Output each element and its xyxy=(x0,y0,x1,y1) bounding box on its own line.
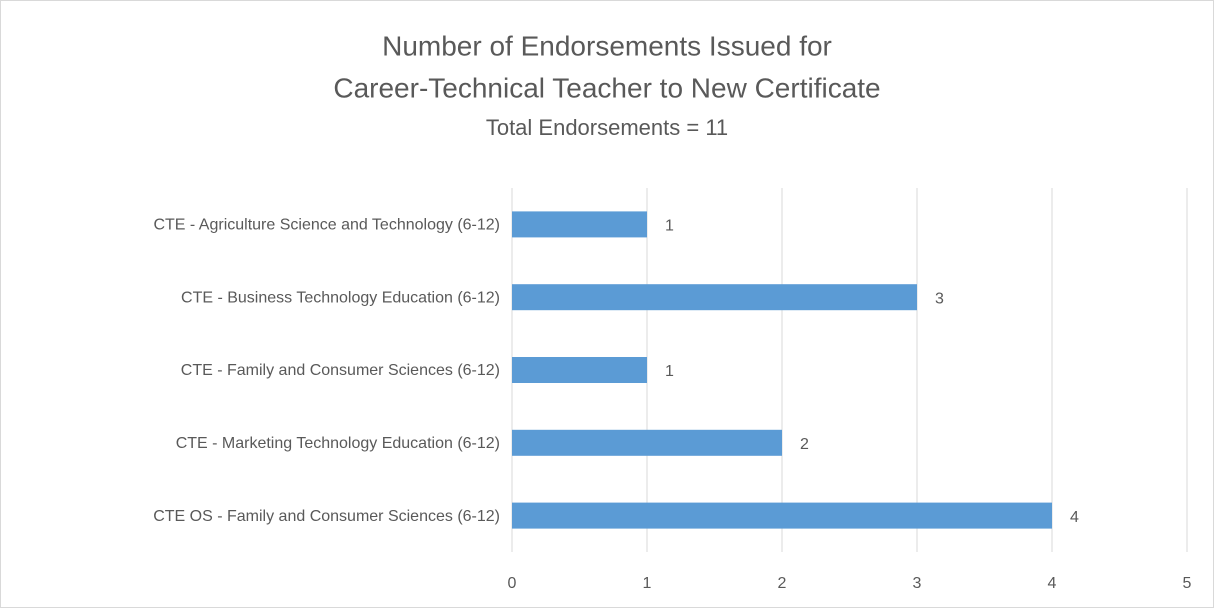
bar xyxy=(512,211,647,238)
chart-subtitle: Total Endorsements = 11 xyxy=(486,115,728,140)
chart-title: Career-Technical Teacher to New Certific… xyxy=(333,72,880,103)
bar xyxy=(512,429,782,456)
x-tick-label: 0 xyxy=(508,575,517,592)
y-tick-label: CTE - Marketing Technology Education (6-… xyxy=(176,435,500,452)
x-tick-label: 2 xyxy=(778,575,787,592)
bar xyxy=(512,502,1052,529)
data-label: 1 xyxy=(665,363,674,380)
x-tick-label: 1 xyxy=(643,575,652,592)
x-tick-label: 3 xyxy=(913,575,922,592)
y-tick-label: CTE - Business Technology Education (6-1… xyxy=(181,289,500,306)
data-label: 4 xyxy=(1070,509,1079,526)
bar xyxy=(512,357,647,383)
y-tick-label: CTE - Agriculture Science and Technology… xyxy=(153,217,500,234)
data-label: 2 xyxy=(800,436,809,453)
y-tick-label: CTE OS - Family and Consumer Sciences (6… xyxy=(153,508,500,525)
bar xyxy=(512,284,917,311)
data-label: 1 xyxy=(665,218,674,235)
data-label: 3 xyxy=(935,290,944,307)
x-tick-label: 5 xyxy=(1183,575,1192,592)
chart-title: Number of Endorsements Issued for xyxy=(382,30,832,61)
x-tick-label: 4 xyxy=(1048,575,1057,592)
y-tick-label: CTE - Family and Consumer Sciences (6-12… xyxy=(181,362,500,379)
